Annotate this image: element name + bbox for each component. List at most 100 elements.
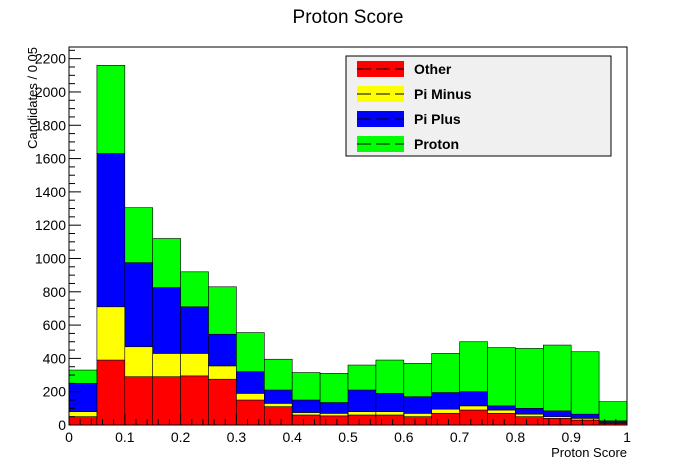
bar-proton-15: [487, 347, 516, 407]
legend-label-other: Other: [414, 61, 452, 77]
y-tick-label: 1200: [35, 217, 66, 233]
bar-pi-minus-6: [236, 393, 265, 401]
bar-other-14: [459, 409, 488, 426]
bar-pi-plus-0: [68, 383, 98, 412]
bar-pi-minus-9: [319, 413, 349, 417]
bar-other-13: [431, 413, 460, 426]
x-axis: 0 0.1 0.2 0.3 0.4 0.5 0.6 0.7 0.8 0.9 1: [65, 413, 631, 445]
bar-pi-plus-10: [347, 389, 377, 412]
bar-other-15: [487, 413, 516, 426]
bar-other-12: [403, 416, 432, 426]
bar-pi-plus-6: [236, 371, 265, 394]
bar-proton-4: [180, 271, 209, 308]
x-tick-label: 0.8: [506, 429, 526, 445]
bar-pi-plus-13: [431, 392, 460, 410]
y-tick-label: 0: [58, 417, 66, 433]
y-tick-label: 2000: [35, 84, 66, 100]
x-tick-label: 0: [65, 429, 73, 445]
bar-pi-minus-4: [180, 353, 209, 377]
bar-other-18: [570, 419, 600, 426]
bar-other-7: [263, 406, 293, 426]
x-tick-label: 0.2: [171, 429, 191, 445]
x-tick-label: 1: [623, 429, 631, 445]
y-tick-label: 800: [43, 284, 67, 300]
bar-other-3: [152, 376, 181, 426]
bar-pi-minus-2: [124, 346, 154, 378]
legend: Other Pi Minus Pi Plus Proton: [345, 55, 612, 157]
chart-title: Proton Score: [293, 7, 404, 28]
bar-pi-plus-4: [180, 306, 209, 354]
bar-pi-plus-9: [319, 402, 349, 414]
bar-pi-plus-11: [375, 393, 405, 412]
bar-other-1: [96, 359, 126, 426]
bar-pi-plus-1: [96, 153, 126, 308]
legend-label-pi-minus: Pi Minus: [414, 86, 472, 102]
x-axis-title: Proton Score: [551, 445, 627, 460]
bar-pi-minus-12: [403, 413, 432, 417]
bar-other-9: [319, 415, 349, 426]
bar-proton-16: [515, 348, 544, 409]
bar-proton-1: [96, 65, 126, 154]
bar-other-10: [347, 414, 377, 426]
bar-pi-plus-18: [570, 413, 600, 419]
bar-proton-17: [542, 344, 572, 412]
bar-pi-plus-16: [515, 408, 544, 415]
bar-proton-2: [124, 207, 154, 263]
bar-proton-6: [236, 332, 265, 373]
bar-other-17: [542, 418, 572, 426]
bar-pi-minus-10: [347, 411, 377, 416]
y-tick-label: 600: [43, 317, 67, 333]
bar-proton-11: [375, 359, 405, 394]
histogram-bars: [68, 65, 628, 426]
y-tick-label: 200: [43, 384, 67, 400]
bar-other-8: [291, 414, 321, 426]
y-axis: 0 200 400 600 800 1000 1200 1400 1600 1800 2000 220…: [35, 49, 81, 433]
bar-other-4: [180, 375, 209, 426]
bar-pi-plus-3: [152, 287, 181, 354]
x-tick-label: 0.6: [394, 429, 414, 445]
bar-other-11: [375, 414, 405, 426]
bar-pi-minus-11: [375, 411, 405, 416]
bar-other-5: [208, 378, 237, 426]
y-tick-label: 1800: [35, 117, 66, 133]
bar-pi-minus-14: [459, 405, 488, 411]
bar-proton-3: [152, 238, 181, 288]
bar-pi-minus-16: [515, 413, 544, 417]
bar-pi-minus-1: [96, 306, 126, 361]
y-tick-label: 1400: [35, 184, 66, 200]
bar-pi-minus-0: [68, 411, 98, 417]
y-axis-title: Candidates / 0.05: [25, 47, 40, 149]
bar-proton-14: [459, 341, 488, 392]
bar-proton-13: [431, 353, 460, 393]
bar-other-6: [236, 399, 265, 426]
bar-proton-10: [347, 364, 377, 391]
bar-pi-plus-2: [124, 262, 154, 348]
bar-pi-minus-3: [152, 353, 181, 378]
bar-pi-plus-8: [291, 399, 321, 413]
x-tick-label: 0.4: [282, 429, 302, 445]
bar-other-2: [124, 376, 154, 426]
x-tick-label: 0.7: [450, 429, 470, 445]
bar-pi-plus-17: [542, 410, 572, 417]
bar-pi-plus-12: [403, 396, 432, 414]
bar-proton-9: [319, 373, 349, 403]
bar-pi-minus-7: [263, 403, 293, 407]
y-tick-label: 1000: [35, 250, 66, 266]
y-tick-label: 400: [43, 350, 67, 366]
bar-pi-plus-15: [487, 405, 516, 411]
bar-pi-minus-8: [291, 412, 321, 416]
x-tick-label: 0.9: [561, 429, 581, 445]
x-tick-label: 0.5: [338, 429, 358, 445]
bar-proton-19: [598, 401, 628, 422]
legend-label-proton: Proton: [414, 136, 459, 152]
x-tick-label: 0.3: [227, 429, 247, 445]
bar-other-16: [515, 416, 544, 426]
bar-pi-minus-5: [208, 365, 237, 380]
bar-pi-minus-15: [487, 409, 516, 414]
legend-label-pi-plus: Pi Plus: [414, 111, 461, 127]
bar-pi-plus-7: [263, 389, 293, 404]
x-tick-label: 0.1: [115, 429, 135, 445]
bar-proton-7: [263, 358, 293, 391]
y-tick-label: 1600: [35, 151, 66, 167]
